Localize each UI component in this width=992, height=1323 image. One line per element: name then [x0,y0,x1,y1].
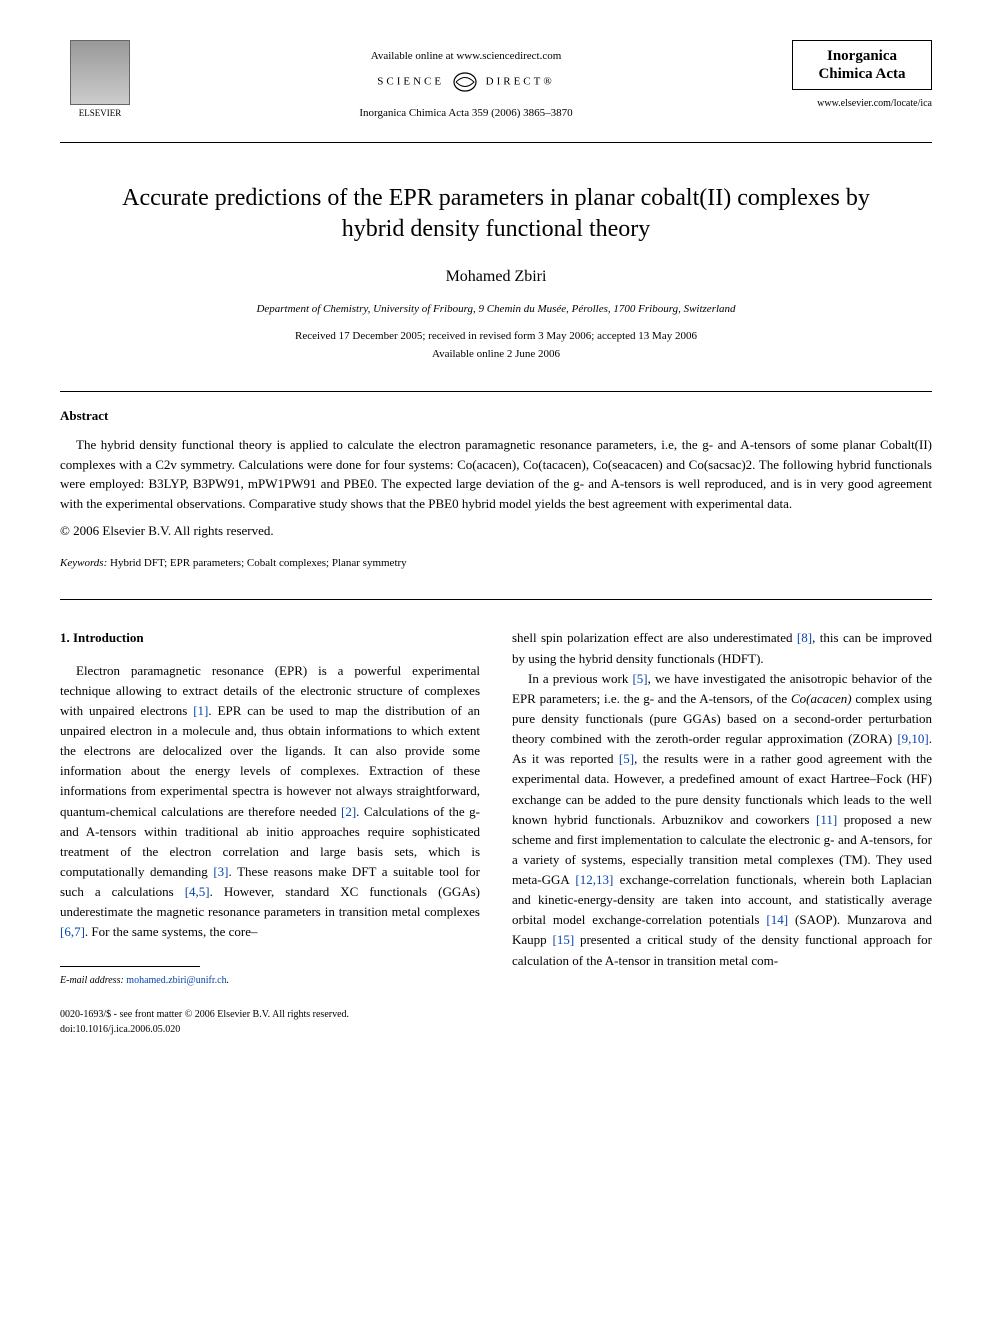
online-date: Available online 2 June 2006 [60,346,932,363]
footnote-email: E-mail address: mohamed.zbiri@unifr.ch. [60,973,480,989]
abstract-divider-top [60,391,932,392]
copyright-line: © 2006 Elsevier B.V. All rights reserved… [60,521,932,541]
received-dates: Received 17 December 2005; received in r… [60,328,932,345]
intro-paragraph-1-cont: shell spin polarization effect are also … [512,628,932,668]
ref-8[interactable]: [8] [797,630,812,645]
ref-6-7[interactable]: [6,7] [60,924,85,939]
abstract-text: The hybrid density functional theory is … [60,435,932,513]
body-columns: 1. Introduction Electron paramagnetic re… [60,628,932,1038]
sciencedirect-logo: SCIENCE DIRECT® [140,71,792,93]
ref-5a[interactable]: [5] [632,671,647,686]
footer-block: 0020-1693/$ - see front matter © 2006 El… [60,1007,480,1038]
journal-url: www.elsevier.com/locate/ica [792,96,932,111]
journal-box: Inorganica Chimica Acta [792,40,932,90]
p1c-seg-a: shell spin polarization effect are also … [512,630,797,645]
section-1-heading: 1. Introduction [60,628,480,648]
ref-14[interactable]: [14] [766,912,788,927]
elsevier-logo: ELSEVIER [60,40,140,130]
email-link[interactable]: mohamed.zbiri@unifr.ch [126,975,226,986]
column-left: 1. Introduction Electron paramagnetic re… [60,628,480,1038]
ref-2[interactable]: [2] [341,804,356,819]
ref-3[interactable]: [3] [213,864,228,879]
elsevier-label: ELSEVIER [79,107,122,121]
author-affiliation: Department of Chemistry, University of F… [60,301,932,318]
footnote-label: E-mail address: [60,975,124,986]
sd-swirl-icon [450,71,480,93]
footer-doi: doi:10.1016/j.ica.2006.05.020 [60,1022,480,1038]
journal-name-line2: Chimica Acta [803,65,921,83]
ref-5b[interactable]: [5] [619,751,634,766]
column-right: shell spin polarization effect are also … [512,628,932,1038]
available-online-text: Available online at www.sciencedirect.co… [140,48,792,65]
paper-title: Accurate predictions of the EPR paramete… [100,183,892,245]
journal-name-line1: Inorganica [803,47,921,65]
p1-seg-b: . EPR can be used to map the distributio… [60,703,480,819]
footer-line1: 0020-1693/$ - see front matter © 2006 El… [60,1007,480,1023]
p2-seg-i: presented a critical study of the densit… [512,932,932,967]
sd-right: DIRECT® [486,75,555,87]
abstract-divider-bottom [60,599,932,600]
footnote-divider [60,966,200,967]
intro-paragraph-1: Electron paramagnetic resonance (EPR) is… [60,661,480,943]
elsevier-tree-icon [70,40,130,105]
keywords: Keywords: Hybrid DFT; EPR parameters; Co… [60,555,932,572]
keywords-text: Hybrid DFT; EPR parameters; Cobalt compl… [107,557,406,569]
ref-4-5[interactable]: [4,5] [185,884,210,899]
paper-header: ELSEVIER Available online at www.science… [60,40,932,143]
ref-1[interactable]: [1] [193,703,208,718]
p1-seg-f: . For the same systems, the core– [85,924,258,939]
ref-15[interactable]: [15] [552,932,574,947]
journal-reference: Inorganica Chimica Acta 359 (2006) 3865–… [140,105,792,122]
author-name: Mohamed Zbiri [60,265,932,289]
ref-12-13[interactable]: [12,13] [575,872,613,887]
header-center: Available online at www.sciencedirect.co… [140,40,792,121]
ref-9-10[interactable]: [9,10] [897,731,928,746]
abstract-heading: Abstract [60,406,932,426]
ref-11[interactable]: [11] [816,812,837,827]
sd-left: SCIENCE [377,75,444,87]
intro-paragraph-2: In a previous work [5], we have investig… [512,669,932,971]
compound-coacacen: Co(acacen) [791,691,852,706]
p2-seg-a: In a previous work [528,671,632,686]
keywords-label: Keywords: [60,557,107,569]
journal-box-wrapper: Inorganica Chimica Acta www.elsevier.com… [792,40,932,111]
